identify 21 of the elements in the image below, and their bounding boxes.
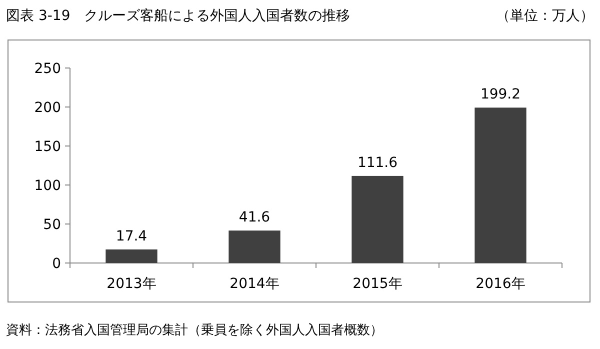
bar [352,176,404,263]
x-tick-label: 2015年 [352,276,402,292]
bar [228,230,280,263]
bar [474,108,526,263]
y-tick-label: 250 [34,61,61,77]
data-label: 41.6 [238,210,270,226]
x-tick-label: 2013年 [106,276,156,292]
bar [106,249,158,263]
data-label: 17.4 [116,228,148,244]
chart-title: 図表 3-19 クルーズ客船による外国人入国者数の推移 [6,8,350,24]
x-tick-label: 2014年 [230,276,280,292]
y-tick-label: 50 [43,217,61,233]
y-tick-label: 0 [52,256,61,272]
data-label: 199.2 [480,86,521,103]
y-tick-label: 200 [34,100,61,116]
y-tick-label: 150 [34,139,61,155]
chart-subtitle: （単位：万人） [496,8,594,24]
text: 資料：法務省入国管理局の集計（乗員を除く外国人入国者概数） [6,323,383,338]
data-label: 111.6 [357,154,398,171]
x-tick-label: 2016年 [476,276,526,292]
y-tick-label: 100 [34,178,61,194]
